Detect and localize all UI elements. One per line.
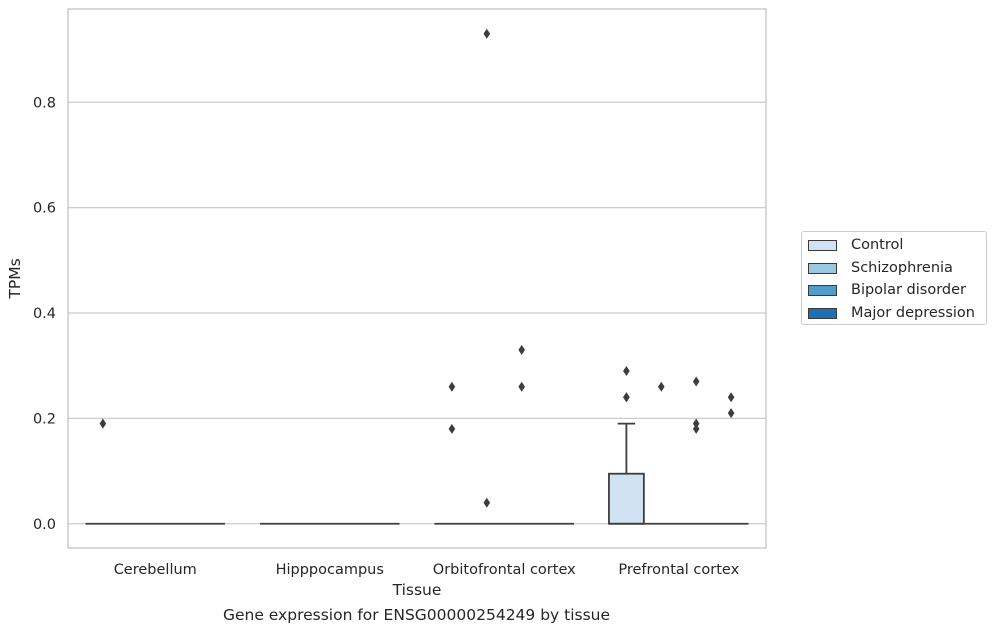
x-axis-label: Tissue: [392, 581, 442, 599]
y-tick-label: 0.2: [33, 411, 56, 427]
y-axis-label: TPMs: [6, 258, 24, 299]
outlier-point: [448, 423, 456, 434]
legend-item-major-depression: Major depression: [808, 304, 975, 322]
y-tick-label: 0.6: [33, 201, 56, 217]
legend-swatch-schizophrenia: [808, 262, 837, 274]
legend-swatch-bipolar-disorder: [808, 284, 837, 296]
box-plots: [85, 28, 749, 525]
legend-swatch-control: [808, 239, 837, 251]
plot-area: [67, 8, 767, 549]
legend-item-schizophrenia: Schizophrenia: [808, 259, 953, 277]
outlier-point: [518, 344, 525, 355]
outlier-point: [727, 392, 735, 403]
legend-item-bipolar-disorder: Bipolar disorder: [808, 281, 966, 299]
outlier-point: [483, 28, 491, 39]
box: [608, 472, 645, 525]
y-tick-label: 0.4: [33, 306, 56, 322]
outlier-point: [518, 381, 525, 392]
outlier-point: [658, 381, 665, 392]
outlier-point: [692, 376, 700, 387]
legend-label-control: Control: [851, 237, 904, 253]
outlier-point: [623, 365, 630, 376]
x-tick-label: Cerebellum: [114, 562, 197, 578]
outlier-point: [692, 418, 700, 429]
legend-swatch-major-depression: [808, 307, 837, 319]
x-tick-labels: Cerebellum Hipppocampus Orbitofrontal cort…: [114, 562, 740, 578]
outlier-point: [727, 408, 735, 419]
outlier-point: [99, 418, 107, 429]
outlier-point: [483, 497, 491, 508]
x-tick-label: Prefrontal cortex: [618, 562, 739, 578]
legend: Control Schizophrenia Bipolar disorder M…: [801, 231, 987, 325]
x-tick-label: Orbitofrontal cortex: [433, 562, 576, 578]
outlier-point: [692, 423, 700, 434]
legend-label-major-depression: Major depression: [851, 305, 975, 321]
legend-item-control: Control: [808, 236, 903, 254]
y-tick-labels: 0.0 0.2 0.4 0.6 0.8: [33, 95, 56, 533]
outlier-point: [448, 381, 456, 392]
x-tick-label: Hipppocampus: [276, 562, 384, 578]
y-tick-label: 0.0: [33, 517, 56, 533]
legend-label-bipolar-disorder: Bipolar disorder: [851, 282, 966, 298]
y-tick-label: 0.8: [33, 95, 56, 111]
legend-label-schizophrenia: Schizophrenia: [851, 260, 953, 276]
chart-caption: Gene expression for ENSG00000254249 by t…: [222, 606, 611, 624]
outlier-point: [623, 392, 630, 403]
